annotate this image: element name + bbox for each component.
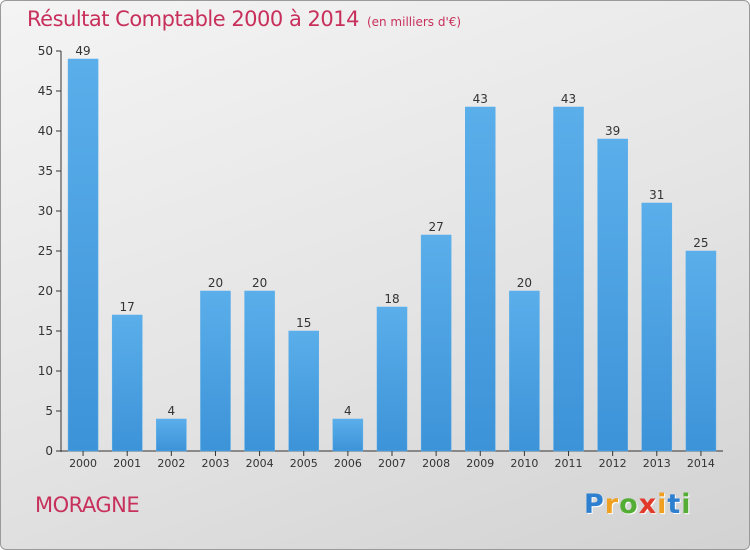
x-tick-label: 2007: [378, 457, 406, 470]
y-tick-label: 35: [38, 164, 53, 178]
data-label: 43: [473, 92, 488, 106]
bar-2000: [67, 58, 99, 452]
bar-2011: [553, 106, 584, 452]
x-tick-label: 2005: [290, 457, 318, 470]
chart-subtitle: (en milliers d'€): [366, 15, 462, 29]
data-label: 27: [428, 220, 443, 234]
y-tick-label: 25: [38, 244, 53, 258]
y-tick-label: 30: [38, 204, 53, 218]
bar-2008: [420, 234, 452, 452]
logo-letter: P: [584, 489, 605, 520]
data-label: 49: [75, 44, 90, 58]
x-tick-label: 2004: [246, 457, 274, 470]
data-label: 4: [168, 404, 176, 418]
logo-letter: x: [638, 489, 658, 520]
data-label: 31: [649, 188, 664, 202]
chart-title: Résultat Comptable 2000 à 2014 (en millie…: [27, 7, 461, 31]
data-label: 17: [120, 300, 135, 314]
x-tick-label: 2003: [201, 457, 229, 470]
x-tick-label: 2000: [69, 457, 97, 470]
x-tick-label: 2008: [422, 457, 450, 470]
bar-2002: [156, 418, 187, 452]
bar-2001: [111, 314, 143, 452]
x-tick-label: 2001: [113, 457, 141, 470]
data-label: 15: [296, 316, 311, 330]
y-tick-label: 20: [38, 284, 53, 298]
data-label: 25: [693, 236, 708, 250]
logo-letter: i: [657, 489, 668, 520]
bar-2004: [244, 290, 275, 452]
x-tick-label: 2013: [643, 457, 671, 470]
data-label: 18: [384, 292, 399, 306]
bar-2003: [200, 290, 231, 452]
x-tick-label: 2011: [555, 457, 583, 470]
y-tick-label: 50: [38, 44, 53, 58]
bar-2014: [685, 250, 717, 452]
x-tick-label: 2014: [687, 457, 715, 470]
x-tick-label: 2010: [510, 457, 538, 470]
data-label: 43: [561, 92, 576, 106]
data-label: 4: [344, 404, 352, 418]
y-tick-label: 15: [38, 324, 53, 338]
bar-2010: [509, 290, 540, 452]
data-label: 20: [517, 276, 532, 290]
x-tick-label: 2002: [157, 457, 185, 470]
bar-2005: [288, 330, 319, 452]
x-tick-label: 2009: [466, 457, 494, 470]
proxiti-logo: Proxiti: [584, 489, 692, 520]
bar-2013: [641, 202, 673, 452]
data-label: 20: [208, 276, 223, 290]
logo-letter: t: [667, 489, 682, 520]
x-tick-label: 2006: [334, 457, 362, 470]
y-tick-label: 5: [45, 404, 53, 418]
y-tick-label: 45: [38, 84, 53, 98]
place-name: MORAGNE: [35, 493, 140, 517]
y-tick-label: 40: [38, 124, 53, 138]
y-tick-label: 0: [45, 444, 53, 458]
chart-title-text: Résultat Comptable 2000 à 2014: [27, 7, 359, 31]
logo-letter: o: [619, 489, 639, 520]
logo-letter: r: [604, 489, 620, 520]
data-label: 20: [252, 276, 267, 290]
logo-letter: i: [681, 489, 692, 520]
data-label: 39: [605, 124, 620, 138]
bar-2007: [376, 306, 408, 452]
bar-2009: [465, 106, 496, 452]
x-tick-label: 2012: [599, 457, 627, 470]
y-tick-label: 10: [38, 364, 53, 378]
bar-2012: [597, 138, 628, 452]
bar-2006: [332, 418, 364, 452]
